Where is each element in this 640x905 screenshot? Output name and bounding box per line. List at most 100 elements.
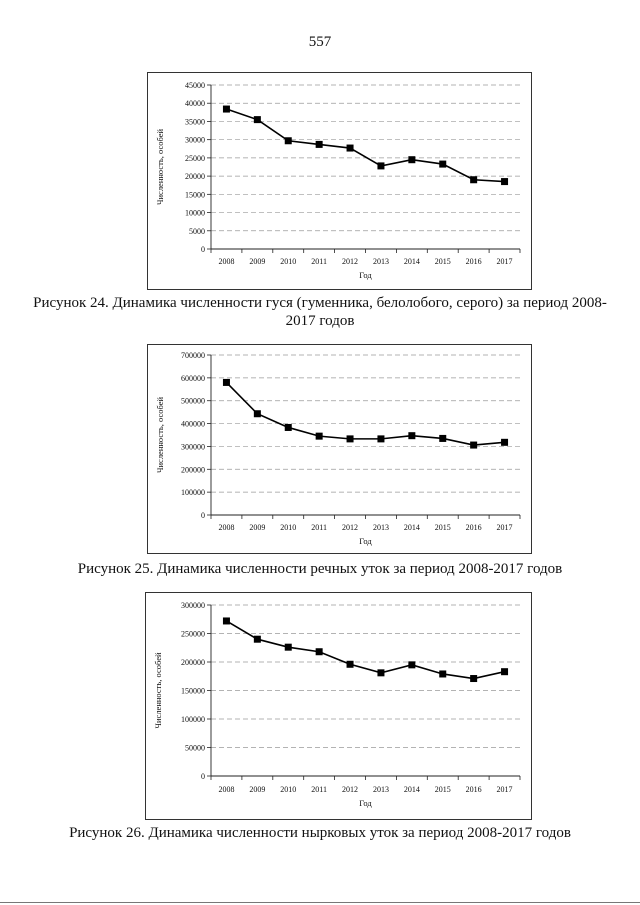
x-tick-label: 2012 <box>342 785 358 794</box>
x-axis-label: Год <box>359 798 372 808</box>
x-tick-label: 2010 <box>280 523 296 532</box>
data-point-2015 <box>439 160 447 168</box>
x-tick-label: 2015 <box>435 523 451 532</box>
x-tick-label: 2009 <box>249 257 265 266</box>
y-axis-label: Численность, особей <box>153 652 163 729</box>
chart-goose-svg: 0 5000 10000 15000 20000 25000 30000 35000 40000… <box>155 81 521 280</box>
data-point-2011 <box>315 140 323 148</box>
y-tick-label: 5000 <box>189 227 205 236</box>
y-tick-label: 20000 <box>185 172 205 181</box>
data-point-2009 <box>253 635 261 643</box>
data-point-2013 <box>377 162 385 170</box>
data-point-2013 <box>377 435 385 443</box>
y-tick-label: 40000 <box>185 99 205 108</box>
data-point-2016 <box>470 675 478 683</box>
y-axis-label: Численность, особей <box>155 129 165 206</box>
y-tick-label: 35000 <box>185 117 205 126</box>
data-point-2010 <box>284 643 292 651</box>
x-tick-label: 2017 <box>497 257 513 266</box>
y-tick-label: 250000 <box>181 630 205 639</box>
y-tick-label: 25000 <box>185 154 205 163</box>
y-tick-label: 700000 <box>181 351 205 360</box>
data-point-2017 <box>501 438 509 446</box>
y-tick-label: 300000 <box>181 601 205 610</box>
x-tick-label: 2015 <box>435 257 451 266</box>
data-point-2014 <box>408 156 416 164</box>
x-tick-label: 2016 <box>466 523 482 532</box>
series-line <box>226 108 505 183</box>
data-point-2014 <box>408 661 416 669</box>
y-tick-label: 500000 <box>181 397 205 406</box>
y-tick-label: 200000 <box>181 465 205 474</box>
x-tick-label: 2013 <box>373 785 389 794</box>
x-axis-label: Год <box>359 270 372 280</box>
figure-caption-26: Рисунок 26. Динамика численности нырковы… <box>69 825 571 841</box>
x-tick-label: 2010 <box>280 785 296 794</box>
series-line <box>225 381 505 446</box>
chart-dabbling-ducks-population: 0 100000 200000 300000 400000 500000 600000 700… <box>147 344 532 554</box>
chart-diving-ducks-population: 0 50000 100000 150000 200000 250000 300000 2008… <box>145 592 532 820</box>
x-tick-label: 2014 <box>404 523 420 532</box>
x-tick-label: 2008 <box>218 785 234 794</box>
y-tick-label: 200000 <box>181 658 205 667</box>
data-point-2008 <box>222 105 230 113</box>
x-tick-label: 2012 <box>342 257 358 266</box>
data-point-2015 <box>439 670 447 678</box>
data-point-2017 <box>501 668 509 676</box>
y-tick-label: 0 <box>201 511 205 520</box>
figure-caption-25: Рисунок 25. Динамика численности речных … <box>77 561 563 577</box>
y-tick-label: 0 <box>201 772 205 781</box>
data-point-2017 <box>501 178 509 186</box>
y-tick-label: 300000 <box>181 442 205 451</box>
y-tick-label: 10000 <box>185 209 205 218</box>
y-tick-label: 50000 <box>185 744 205 753</box>
x-tick-label: 2008 <box>218 523 234 532</box>
y-tick-label: 45000 <box>185 81 205 90</box>
bottom-rule <box>0 902 640 903</box>
x-tick-label: 2017 <box>497 785 513 794</box>
x-tick-label: 2013 <box>373 523 389 532</box>
x-tick-label: 2009 <box>249 523 265 532</box>
data-point-2013 <box>377 669 385 677</box>
x-tick-label: 2014 <box>404 257 420 266</box>
x-tick-label: 2011 <box>311 785 327 794</box>
y-tick-label: 100000 <box>181 488 205 497</box>
x-tick-label: 2011 <box>311 523 327 532</box>
data-point-2010 <box>284 137 292 145</box>
data-point-2009 <box>253 410 261 418</box>
x-tick-label: 2008 <box>218 257 234 266</box>
data-point-2012 <box>346 435 354 443</box>
y-tick-label: 100000 <box>181 715 205 724</box>
y-tick-label: 0 <box>201 245 205 254</box>
x-tick-label: 2014 <box>404 785 420 794</box>
data-point-2015 <box>439 434 447 442</box>
data-point-2010 <box>284 423 292 431</box>
x-tick-label: 2016 <box>466 257 482 266</box>
data-point-2011 <box>315 648 323 656</box>
chart-goose-population: 0 5000 10000 15000 20000 25000 30000 35000 40000… <box>147 72 532 290</box>
x-tick-label: 2009 <box>249 785 265 794</box>
data-point-2016 <box>470 176 478 184</box>
x-axis-label: Год <box>359 536 372 546</box>
data-point-2008 <box>222 617 230 625</box>
x-tick-label: 2016 <box>466 785 482 794</box>
y-tick-label: 150000 <box>181 687 205 696</box>
data-point-2012 <box>346 144 354 152</box>
page-number: 557 <box>308 34 332 50</box>
x-tick-label: 2015 <box>435 785 451 794</box>
data-point-2016 <box>470 441 478 449</box>
x-tick-label: 2017 <box>497 523 513 532</box>
x-tick-label: 2010 <box>280 257 296 266</box>
x-tick-label: 2011 <box>311 257 327 266</box>
chart-dabbling-ducks-svg: 0 100000 200000 300000 400000 500000 600000 700… <box>155 351 521 546</box>
y-tick-label: 400000 <box>181 420 205 429</box>
x-tick-label: 2013 <box>373 257 389 266</box>
data-point-2014 <box>408 432 416 440</box>
data-point-2008 <box>222 378 230 386</box>
y-tick-label: 600000 <box>181 374 205 383</box>
y-tick-label: 30000 <box>185 136 205 145</box>
y-tick-label: 15000 <box>185 190 205 199</box>
x-tick-label: 2012 <box>342 523 358 532</box>
series-line <box>226 620 505 680</box>
data-point-2011 <box>315 432 323 440</box>
